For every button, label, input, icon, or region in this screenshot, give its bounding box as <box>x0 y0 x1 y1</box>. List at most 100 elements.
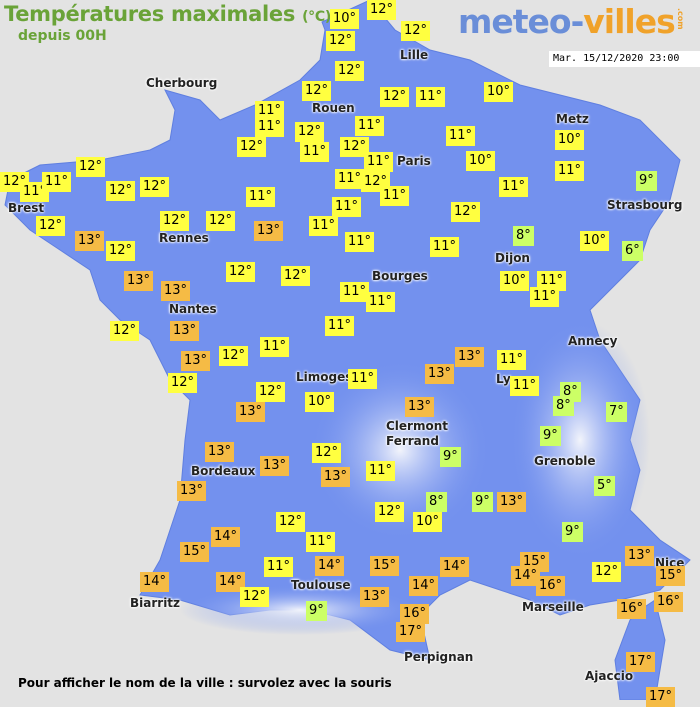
temperature-label[interactable]: 11° <box>430 237 460 257</box>
temperature-label[interactable]: 14° <box>409 576 439 596</box>
temperature-label[interactable]: 11° <box>306 532 336 552</box>
temperature-label[interactable]: 11° <box>325 316 355 336</box>
temperature-label[interactable]: 11° <box>364 152 394 172</box>
temperature-label[interactable]: 10° <box>555 130 585 150</box>
temperature-label[interactable]: 17° <box>396 622 426 642</box>
city-label[interactable]: Perpignan <box>404 650 474 664</box>
city-label[interactable]: Brest <box>8 201 45 215</box>
city-label[interactable]: Cherbourg <box>146 76 218 90</box>
temperature-label[interactable]: 10° <box>500 271 530 291</box>
temperature-label[interactable]: 10° <box>484 82 514 102</box>
temperature-label[interactable]: 12° <box>219 346 249 366</box>
city-label[interactable]: Nantes <box>169 302 217 316</box>
temperature-label[interactable]: 12° <box>206 211 236 231</box>
temperature-label[interactable]: 11° <box>345 232 375 252</box>
temperature-label[interactable]: 16° <box>400 604 430 624</box>
temperature-label[interactable]: 16° <box>654 592 684 612</box>
temperature-label[interactable]: 14° <box>211 527 241 547</box>
temperature-label[interactable]: 13° <box>181 351 211 371</box>
temperature-label[interactable]: 11° <box>332 197 362 217</box>
temperature-label[interactable]: 11° <box>42 172 72 192</box>
temperature-label[interactable]: 9° <box>440 447 461 467</box>
temperature-label[interactable]: 11° <box>20 182 50 202</box>
temperature-label[interactable]: 14° <box>216 572 246 592</box>
temperature-label[interactable]: 15° <box>520 552 550 572</box>
temperature-label[interactable]: 15° <box>180 542 210 562</box>
temperature-label[interactable]: 17° <box>646 687 676 707</box>
temperature-label[interactable]: 9° <box>562 522 583 542</box>
temperature-label[interactable]: 13° <box>236 402 266 422</box>
city-label[interactable]: Dijon <box>495 251 530 265</box>
temperature-label[interactable]: 12° <box>302 81 332 101</box>
city-label[interactable]: Lille <box>400 48 429 62</box>
temperature-label[interactable]: 13° <box>360 587 390 607</box>
city-label[interactable]: Rouen <box>312 101 355 115</box>
temperature-label[interactable]: 12° <box>451 202 481 222</box>
temperature-label[interactable]: 16° <box>617 599 647 619</box>
temperature-label[interactable]: 12° <box>110 321 140 341</box>
temperature-label[interactable]: 11° <box>255 117 285 137</box>
temperature-label[interactable]: 12° <box>367 0 397 20</box>
temperature-label[interactable]: 12° <box>256 382 286 402</box>
temperature-label[interactable]: 8° <box>426 492 447 512</box>
temperature-label[interactable]: 11° <box>446 126 476 146</box>
temperature-label[interactable]: 11° <box>510 376 540 396</box>
temperature-label[interactable]: 12° <box>276 512 306 532</box>
temperature-label[interactable]: 11° <box>264 557 294 577</box>
temperature-label[interactable]: 11° <box>355 116 385 136</box>
temperature-label[interactable]: 11° <box>366 461 396 481</box>
temperature-label[interactable]: 11° <box>530 287 560 307</box>
temperature-label[interactable]: 11° <box>366 292 396 312</box>
city-label[interactable]: Bordeaux <box>191 464 256 478</box>
temperature-label[interactable]: 11° <box>380 186 410 206</box>
temperature-label[interactable]: 9° <box>540 426 561 446</box>
temperature-label[interactable]: 9° <box>472 492 493 512</box>
temperature-label[interactable]: 13° <box>321 467 351 487</box>
temperature-label[interactable]: 11° <box>416 87 446 107</box>
city-label[interactable]: Biarritz <box>130 596 181 610</box>
temperature-label[interactable]: 12° <box>401 21 431 41</box>
temperature-label[interactable]: 12° <box>592 562 622 582</box>
temperature-label[interactable]: 13° <box>497 492 527 512</box>
temperature-label[interactable]: 12° <box>295 122 325 142</box>
temperature-label[interactable]: 10° <box>580 231 610 251</box>
city-label[interactable]: Toulouse <box>291 578 351 592</box>
temperature-label[interactable]: 13° <box>161 281 191 301</box>
city-label[interactable]: Metz <box>556 112 589 126</box>
temperature-label[interactable]: 15° <box>370 556 400 576</box>
temperature-label[interactable]: 17° <box>626 652 656 672</box>
city-label[interactable]: Rennes <box>159 231 209 245</box>
temperature-label[interactable]: 11° <box>499 177 529 197</box>
temperature-label[interactable]: 12° <box>340 137 370 157</box>
temperature-label[interactable]: 9° <box>306 601 327 621</box>
city-label[interactable]: Ferrand <box>386 434 439 448</box>
temperature-label[interactable]: 11° <box>335 169 365 189</box>
temperature-label[interactable]: 11° <box>246 187 276 207</box>
temperature-label[interactable]: 12° <box>312 443 342 463</box>
city-label[interactable]: Ajaccio <box>585 669 634 683</box>
city-label[interactable]: Paris <box>397 154 431 168</box>
city-label[interactable]: Limoges <box>296 370 353 384</box>
meteo-villes-logo[interactable]: meteo-villes .com <box>458 2 685 41</box>
temperature-label[interactable]: 13° <box>177 481 207 501</box>
temperature-label[interactable]: 13° <box>625 546 655 566</box>
temperature-label[interactable]: 12° <box>36 216 66 236</box>
temperature-label[interactable]: 13° <box>205 442 235 462</box>
temperature-label[interactable]: 9° <box>636 171 657 191</box>
temperature-label[interactable]: 14° <box>440 557 470 577</box>
temperature-label[interactable]: 12° <box>281 266 311 286</box>
city-label[interactable]: Ly <box>496 372 511 386</box>
temperature-label[interactable]: 12° <box>76 157 106 177</box>
temperature-label[interactable]: 12° <box>380 87 410 107</box>
temperature-label[interactable]: 13° <box>455 347 485 367</box>
temperature-label[interactable]: 14° <box>140 572 170 592</box>
city-label[interactable]: Bourges <box>372 269 428 283</box>
temperature-label[interactable]: 7° <box>606 402 627 422</box>
temperature-label[interactable]: 6° <box>622 241 643 261</box>
temperature-label[interactable]: 10° <box>330 9 360 29</box>
temperature-label[interactable]: 8° <box>513 226 534 246</box>
temperature-label[interactable]: 12° <box>240 587 270 607</box>
temperature-label[interactable]: 11° <box>497 350 527 370</box>
temperature-label[interactable]: 11° <box>555 161 585 181</box>
temperature-label[interactable]: 13° <box>425 364 455 384</box>
